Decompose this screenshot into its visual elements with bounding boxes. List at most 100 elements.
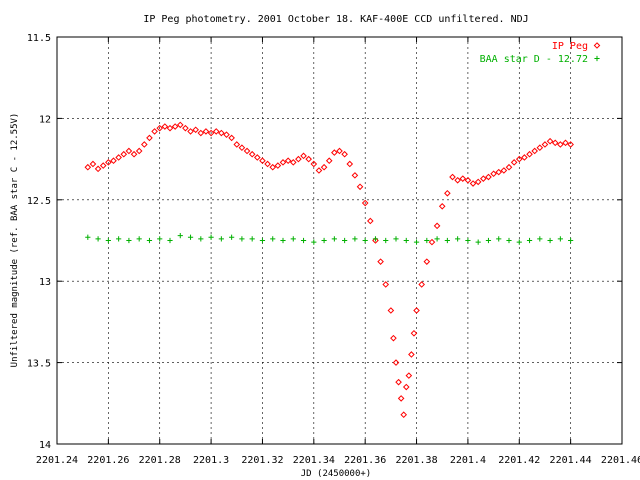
data-point <box>141 141 148 148</box>
x-tick-label: 2201.24 <box>36 455 78 466</box>
data-point <box>526 237 533 244</box>
data-point <box>567 141 574 148</box>
data-point <box>229 234 235 240</box>
data-point <box>120 150 128 158</box>
data-point <box>310 160 318 168</box>
x-tick-label: 2201.3 <box>193 455 229 466</box>
data-point <box>300 237 307 244</box>
data-point <box>177 233 183 239</box>
data-point <box>264 160 271 168</box>
data-point <box>449 173 456 181</box>
y-tick-label: 14 <box>39 440 51 451</box>
data-point <box>490 170 497 178</box>
data-point <box>402 383 410 391</box>
data-point <box>239 236 245 242</box>
data-point <box>125 147 133 155</box>
data-point <box>454 176 461 184</box>
plot-frame <box>56 36 623 445</box>
legend-marker <box>594 55 600 62</box>
data-point <box>187 234 194 240</box>
data-point <box>218 236 224 242</box>
data-point <box>248 150 256 158</box>
data-point <box>372 237 379 244</box>
data-point <box>551 139 559 147</box>
data-point <box>474 178 482 186</box>
data-point <box>444 189 451 197</box>
data-point <box>424 237 430 244</box>
data-point <box>342 237 348 244</box>
data-point <box>171 123 179 130</box>
x-tick-label: 2201.4 <box>450 455 486 466</box>
data-point <box>270 236 276 242</box>
chart-title: IP Peg photometry. 2001 October 18. KAF-… <box>143 14 528 25</box>
series-ip-peg <box>84 121 574 419</box>
data-point <box>295 155 302 163</box>
data-point <box>413 307 420 314</box>
data-point <box>459 175 467 182</box>
data-point <box>243 147 251 155</box>
data-point <box>249 236 255 242</box>
x-tick-label: 2201.34 <box>293 455 335 466</box>
series-baa-star-d <box>85 233 574 245</box>
legend-marker <box>593 42 601 49</box>
data-point <box>320 163 328 171</box>
data-point <box>259 237 266 244</box>
x-tick-label: 2201.42 <box>498 455 540 466</box>
data-point <box>151 128 158 135</box>
data-point <box>279 159 287 166</box>
data-point <box>136 236 142 242</box>
legend: IP Peg BAA star D - 12.72 <box>480 41 601 65</box>
data-point <box>207 129 215 137</box>
data-point <box>212 128 220 135</box>
grid <box>57 37 622 444</box>
data-point <box>393 236 399 242</box>
data-point <box>233 141 241 148</box>
data-point <box>475 239 481 245</box>
data-point <box>105 159 112 166</box>
data-point <box>361 199 369 207</box>
y-tick-label: 11.5 <box>27 33 51 44</box>
data-point <box>305 155 312 163</box>
data-point <box>377 258 384 265</box>
data-point <box>269 163 277 171</box>
x-tick-label: 2201.44 <box>550 455 592 466</box>
x-tick-label: 2201.32 <box>241 455 283 466</box>
data-point <box>438 203 446 210</box>
data-point <box>515 155 523 163</box>
data-point <box>135 147 143 155</box>
data-point <box>496 236 502 242</box>
data-point <box>346 160 354 168</box>
data-point <box>238 144 246 152</box>
data-point <box>126 237 132 244</box>
data-point <box>413 239 420 245</box>
data-point <box>362 237 368 244</box>
data-point <box>382 281 390 288</box>
legend-label: IP Peg <box>552 41 588 52</box>
y-axis-label: Unfiltered magnitude (ref. BAA star C - … <box>10 113 20 368</box>
data-point <box>521 154 528 161</box>
data-point <box>223 131 230 138</box>
x-tick-label: 2201.26 <box>87 455 129 466</box>
x-tick-label: 2201.46 <box>601 455 640 466</box>
data-point <box>526 150 533 158</box>
data-point <box>465 237 471 244</box>
y-tick-label: 12.5 <box>27 196 51 207</box>
data-point <box>331 149 338 156</box>
y-axis: 11.5 12 12.5 13 13.5 14 <box>27 33 622 451</box>
data-point <box>116 236 122 242</box>
y-tick-label: 12 <box>39 114 51 125</box>
data-point <box>321 237 327 244</box>
data-point <box>367 217 374 225</box>
data-point <box>336 147 343 155</box>
data-point <box>341 150 348 158</box>
data-point <box>423 258 431 265</box>
data-point <box>433 222 441 230</box>
data-point <box>418 281 425 288</box>
data-point <box>356 183 364 191</box>
data-point <box>146 237 153 244</box>
x-axis-label: JD (2450000+) <box>301 469 371 479</box>
x-tick-label: 2201.28 <box>139 455 181 466</box>
data-point <box>428 238 436 246</box>
data-point <box>480 175 487 182</box>
data-point <box>192 126 199 134</box>
